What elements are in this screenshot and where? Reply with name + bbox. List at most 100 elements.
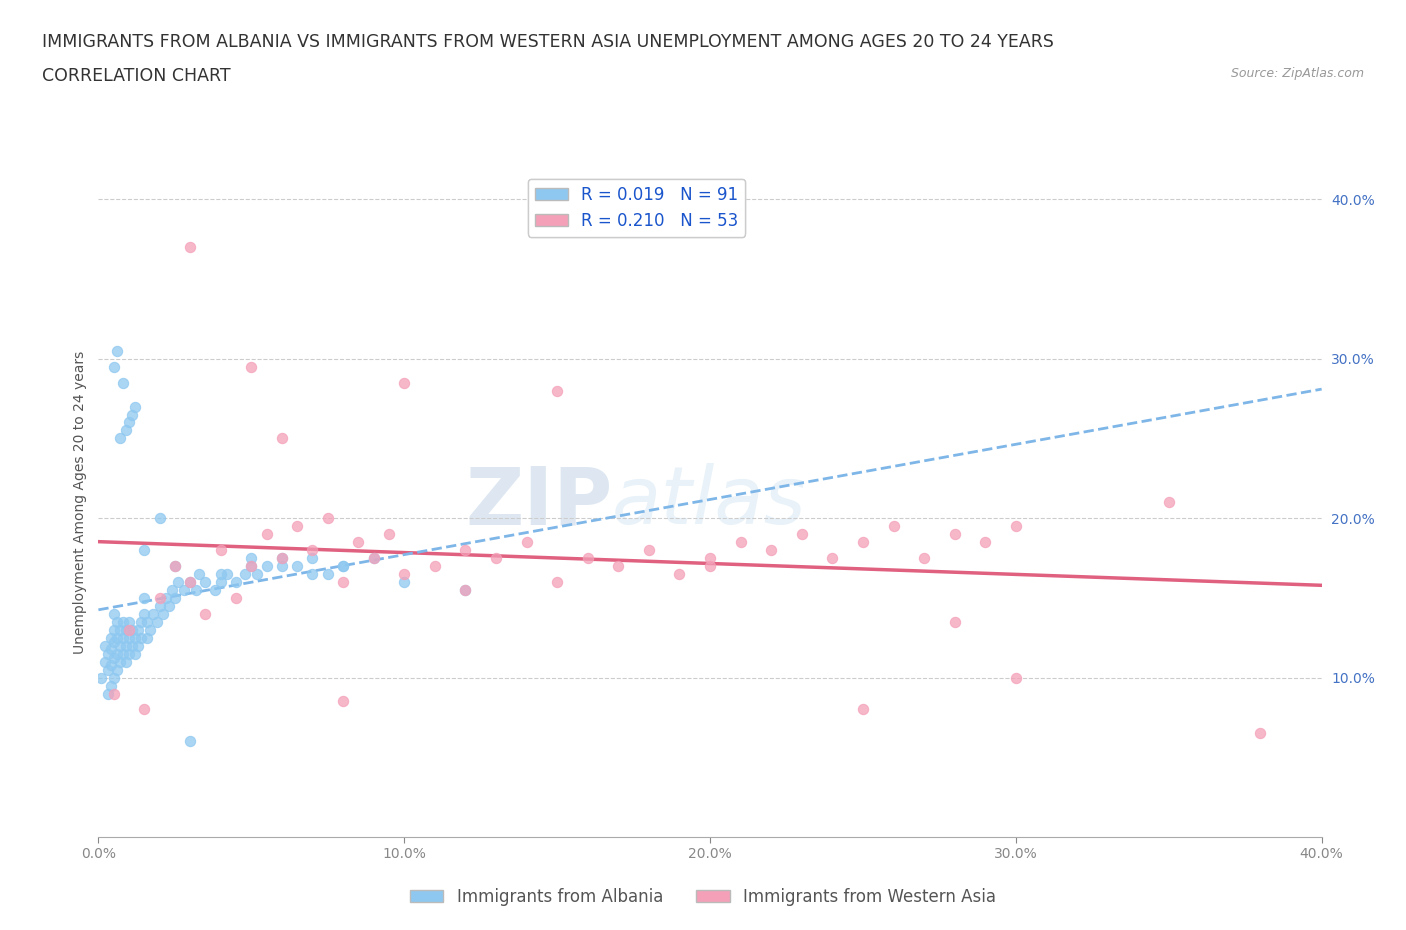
Point [332, 559, 354, 574]
Point [270, 551, 292, 565]
Point [454, 542, 477, 557]
Point [155, 591, 177, 605]
Point [332, 694, 354, 709]
Point [134, 702, 156, 717]
Point [852, 702, 875, 717]
Point [115, 423, 138, 438]
Point [332, 575, 354, 590]
Point [240, 551, 263, 565]
Point [1157, 495, 1180, 510]
Text: CORRELATION CHART: CORRELATION CHART [42, 67, 231, 85]
Point [93, 654, 115, 669]
Point [912, 551, 935, 565]
Point [105, 615, 128, 630]
Point [194, 575, 217, 590]
Point [121, 407, 143, 422]
Point [134, 542, 156, 557]
Point [93, 638, 115, 653]
Point [124, 631, 146, 645]
Point [167, 575, 190, 590]
Point [730, 535, 752, 550]
Point [883, 519, 905, 534]
Point [118, 415, 141, 430]
Point [149, 511, 172, 525]
Point [454, 582, 477, 597]
Point [90, 671, 112, 685]
Point [118, 646, 141, 661]
Point [100, 678, 122, 693]
Point [316, 511, 339, 525]
Point [225, 575, 247, 590]
Point [100, 631, 122, 645]
Point [392, 566, 416, 581]
Point [363, 551, 385, 565]
Point [256, 526, 278, 541]
Point [105, 646, 128, 661]
Point [215, 566, 238, 581]
Point [270, 559, 292, 574]
Point [115, 654, 138, 669]
Point [225, 591, 247, 605]
Point [301, 542, 323, 557]
Point [149, 598, 172, 613]
Legend: R = 0.019   N = 91, R = 0.210   N = 53: R = 0.019 N = 91, R = 0.210 N = 53 [529, 179, 745, 237]
Point [316, 566, 339, 581]
Point [118, 631, 141, 645]
Point [301, 566, 323, 581]
Point [1004, 519, 1026, 534]
Point [121, 638, 143, 653]
Point [105, 662, 128, 677]
Point [485, 551, 508, 565]
Point [699, 559, 721, 574]
Point [127, 622, 149, 637]
Point [392, 375, 416, 390]
Point [821, 551, 844, 565]
Point [699, 551, 721, 565]
Point [105, 343, 128, 358]
Point [100, 658, 122, 672]
Point [111, 615, 134, 630]
Point [134, 591, 156, 605]
Point [943, 526, 966, 541]
Point [179, 734, 201, 749]
Point [516, 535, 538, 550]
Point [145, 615, 167, 630]
Point [209, 566, 232, 581]
Point [124, 399, 146, 414]
Point [115, 622, 138, 637]
Point [124, 646, 146, 661]
Point [134, 606, 156, 621]
Point [163, 559, 186, 574]
Point [115, 638, 138, 653]
Point [179, 575, 201, 590]
Point [163, 591, 186, 605]
Point [103, 635, 125, 650]
Point [204, 582, 226, 597]
Point [108, 654, 131, 669]
Point [974, 535, 997, 550]
Point [194, 606, 217, 621]
Point [152, 606, 174, 621]
Point [111, 631, 134, 645]
Point [108, 431, 131, 445]
Point [576, 551, 599, 565]
Point [943, 615, 966, 630]
Point [301, 551, 323, 565]
Point [607, 559, 630, 574]
Point [103, 606, 125, 621]
Y-axis label: Unemployment Among Ages 20 to 24 years: Unemployment Among Ages 20 to 24 years [73, 351, 87, 654]
Point [759, 542, 782, 557]
Point [118, 622, 141, 637]
Point [423, 559, 446, 574]
Point [108, 622, 131, 637]
Point [270, 551, 292, 565]
Point [209, 542, 232, 557]
Point [240, 559, 263, 574]
Point [1249, 726, 1271, 741]
Point [103, 671, 125, 685]
Point [157, 598, 180, 613]
Point [129, 631, 152, 645]
Text: IMMIGRANTS FROM ALBANIA VS IMMIGRANTS FROM WESTERN ASIA UNEMPLOYMENT AMONG AGES : IMMIGRANTS FROM ALBANIA VS IMMIGRANTS FR… [42, 33, 1054, 50]
Point [103, 359, 125, 374]
Text: ZIP: ZIP [465, 463, 612, 541]
